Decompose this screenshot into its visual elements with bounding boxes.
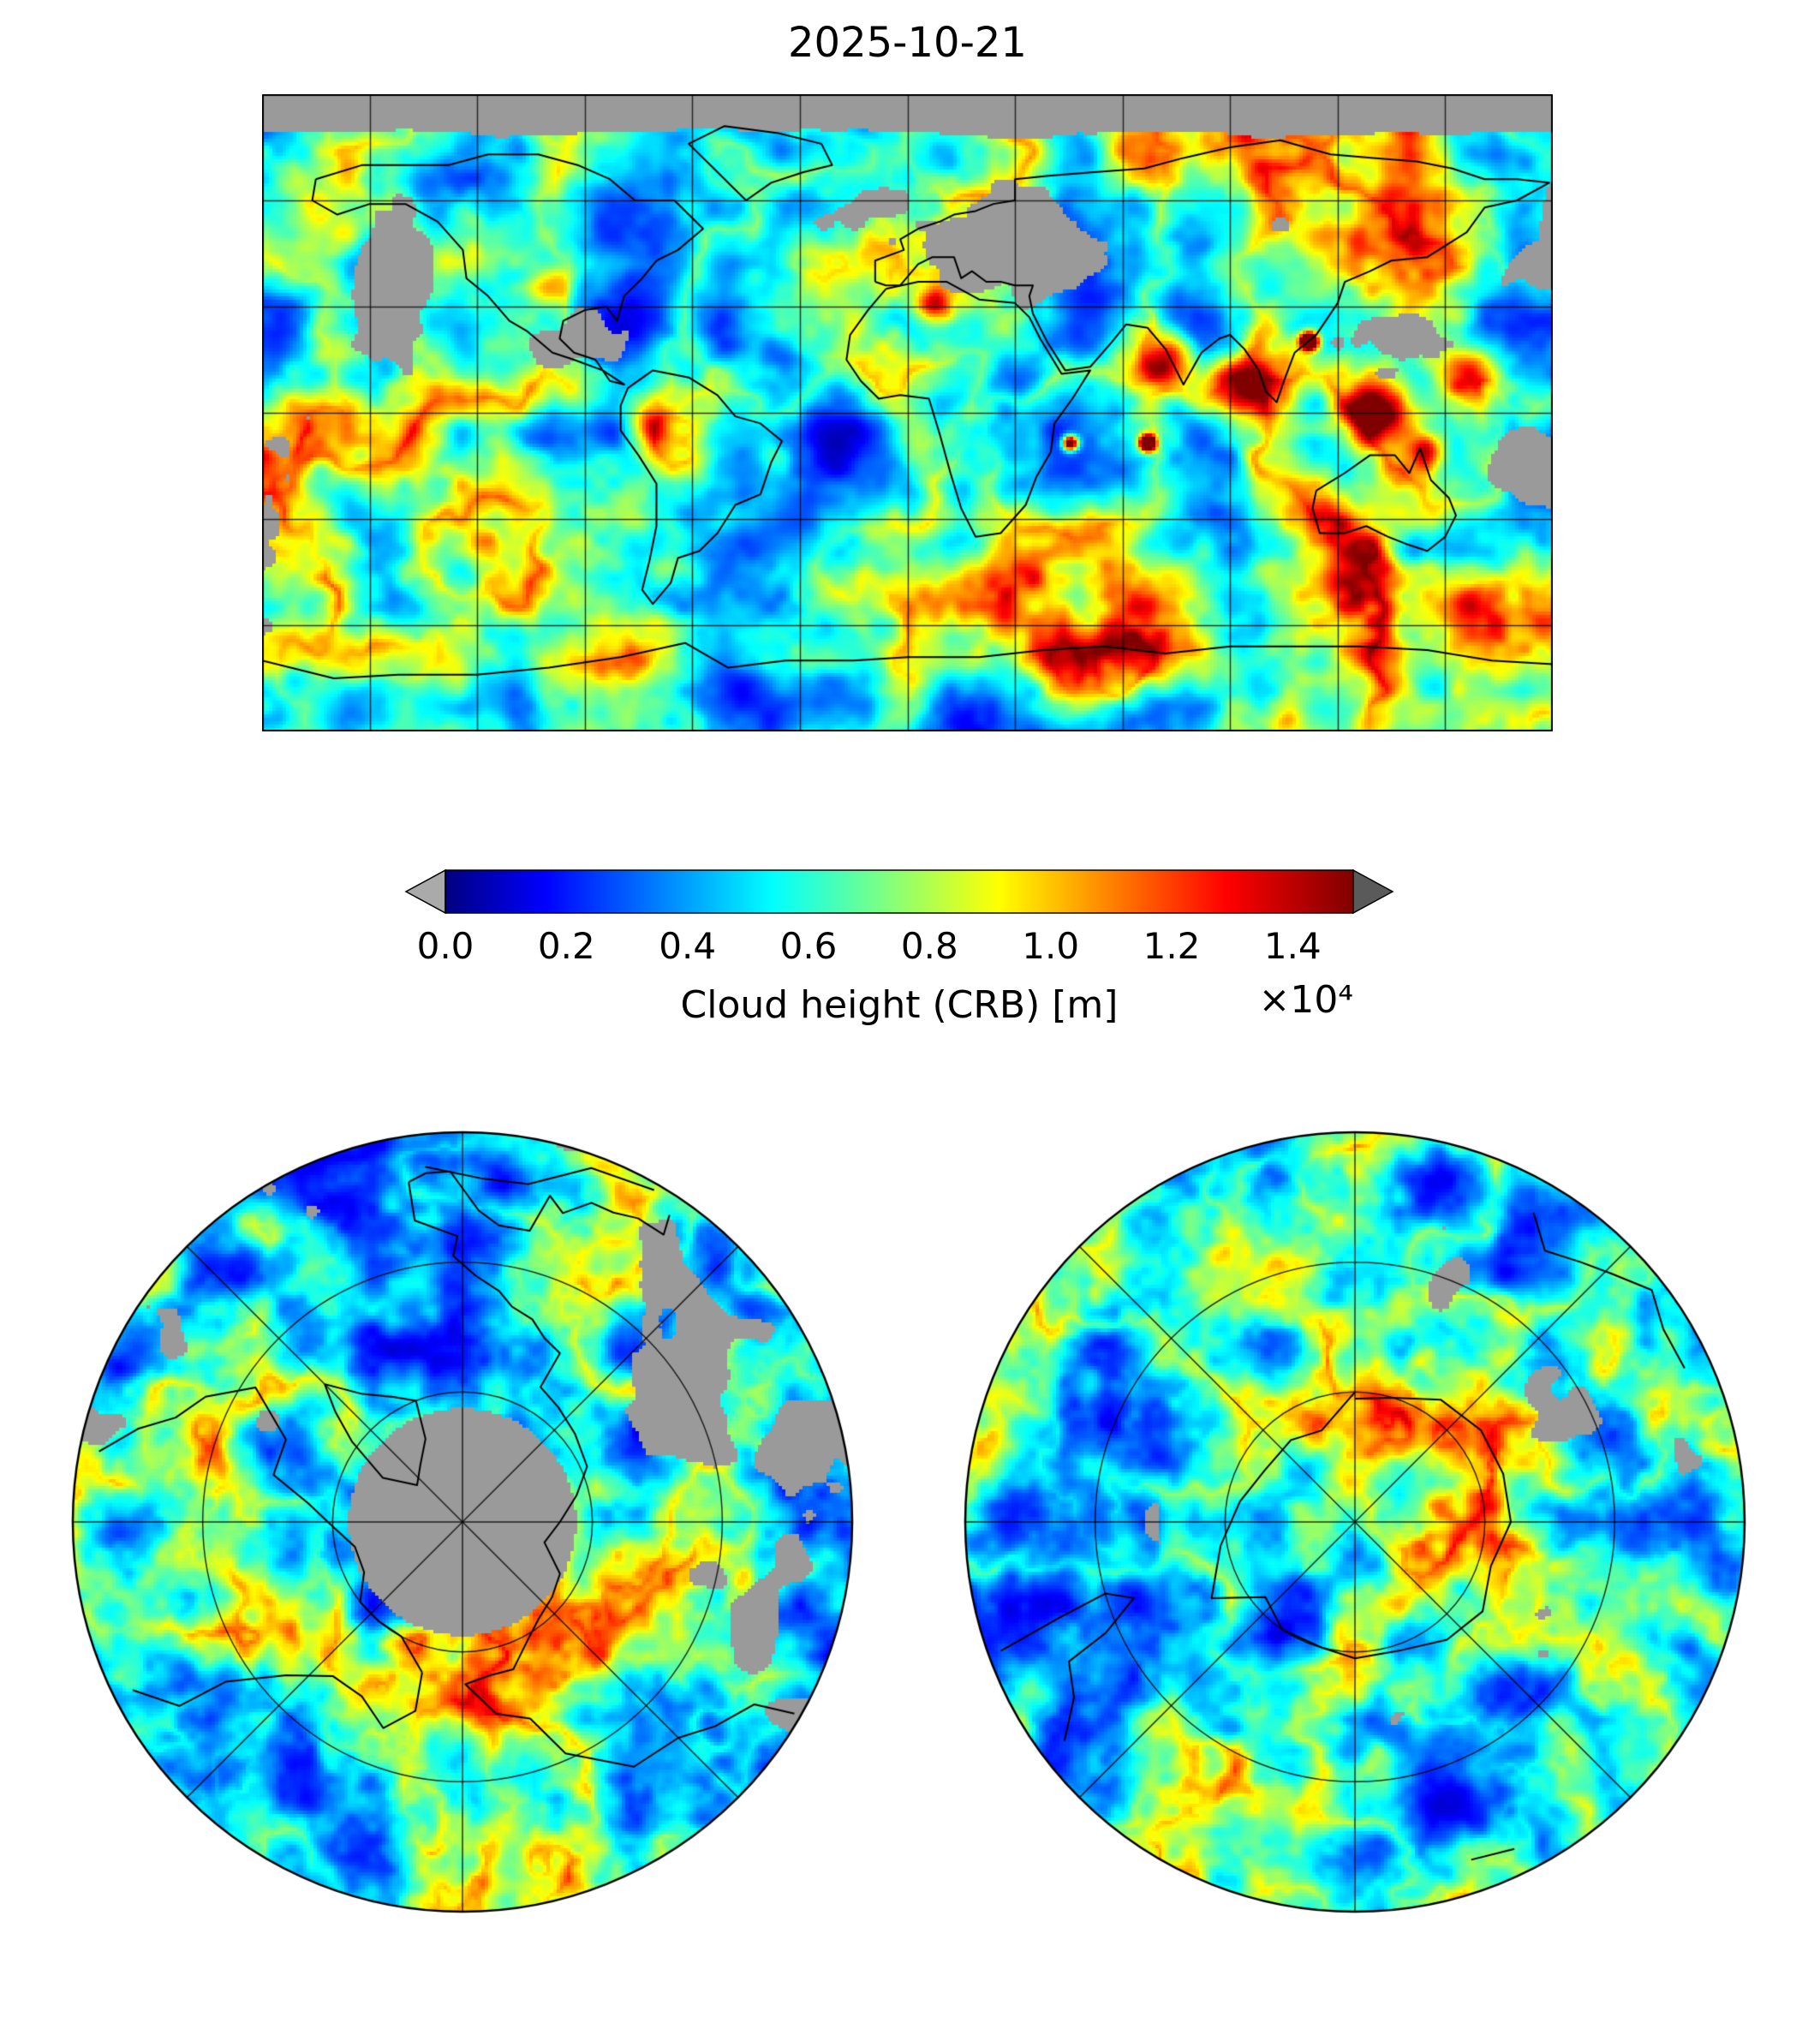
colorbar-over-arrow <box>1352 868 1394 915</box>
colorbar-tick-label: 0.8 <box>900 925 958 967</box>
global-map-canvas <box>262 94 1553 731</box>
colorbar-tick-label: 0.6 <box>779 925 838 967</box>
figure-title: 2025-10-21 <box>788 19 1027 67</box>
colorbar-tick-label: 0.2 <box>537 925 595 967</box>
colorbar-tick-label: 0.4 <box>659 925 717 967</box>
colorbar-tick-label: 1.4 <box>1263 925 1322 967</box>
colorbar-tick-label: 0.0 <box>416 925 474 967</box>
colorbar-offset-label: ×10⁴ <box>1258 978 1354 1022</box>
colorbar-under-arrow <box>404 868 446 915</box>
colorbar <box>404 868 1394 915</box>
colorbar-tick-label: 1.0 <box>1022 925 1080 967</box>
north-polar-map-canvas <box>71 1131 854 1913</box>
colorbar-label: Cloud height (CRB) [m] <box>680 983 1119 1027</box>
colorbar-gradient-bar <box>445 869 1354 914</box>
colorbar-tick-label: 1.2 <box>1143 925 1201 967</box>
south-polar-map-canvas <box>964 1131 1746 1913</box>
